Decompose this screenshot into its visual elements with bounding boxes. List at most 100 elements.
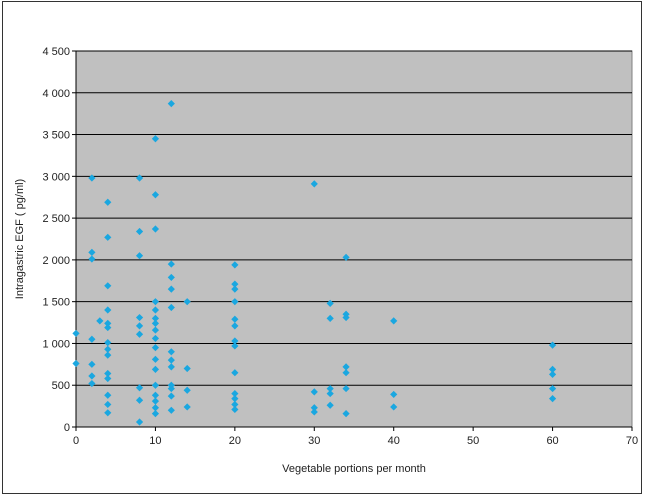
data-point xyxy=(326,314,334,322)
data-point xyxy=(183,403,191,411)
data-point xyxy=(151,135,160,143)
data-point xyxy=(231,369,239,377)
data-point xyxy=(151,397,160,405)
data-point xyxy=(151,381,160,389)
data-point xyxy=(231,298,239,306)
y-tick-label: 500 xyxy=(52,380,70,392)
data-point xyxy=(548,341,557,349)
data-point xyxy=(167,100,175,108)
data-point xyxy=(88,255,96,263)
data-point xyxy=(151,391,160,399)
data-point xyxy=(548,384,557,393)
x-tick-labels: 0 10 20 30 40 50 60 70 xyxy=(73,435,638,447)
y-tick-label: 3 000 xyxy=(42,171,70,183)
y-tick-label: 2 500 xyxy=(42,213,70,225)
data-point xyxy=(231,322,239,330)
data-point xyxy=(151,365,160,373)
data-point xyxy=(167,303,175,312)
x-tick-label: 0 xyxy=(73,435,79,447)
x-tick-label: 50 xyxy=(467,435,479,447)
data-point xyxy=(135,384,144,392)
data-point xyxy=(88,379,96,388)
data-point xyxy=(231,261,239,269)
data-point xyxy=(104,374,112,383)
data-point xyxy=(104,282,112,290)
data-point xyxy=(231,315,239,323)
data-point xyxy=(88,248,96,256)
data-point xyxy=(151,306,160,314)
x-tick-label: 40 xyxy=(388,435,400,447)
data-point xyxy=(390,390,398,399)
y-tick-label: 4 000 xyxy=(42,88,70,100)
data-point xyxy=(88,372,96,380)
data-point xyxy=(151,225,160,233)
data-point xyxy=(310,404,318,412)
data-point xyxy=(231,394,239,403)
y-tick-label: 3 500 xyxy=(42,130,70,142)
data-point xyxy=(231,400,239,409)
x-tick-label: 10 xyxy=(149,435,161,447)
data-point xyxy=(167,392,175,400)
data-point xyxy=(151,319,160,327)
data-point xyxy=(135,418,144,426)
data-point xyxy=(96,317,104,325)
data-point xyxy=(310,408,318,416)
data-point xyxy=(310,180,318,188)
data-point xyxy=(104,319,112,327)
data-point xyxy=(104,391,112,399)
data-point xyxy=(104,400,112,409)
data-point xyxy=(548,365,557,373)
data-point xyxy=(183,364,191,373)
data-point xyxy=(104,233,112,241)
data-point xyxy=(326,389,334,398)
data-point xyxy=(548,370,557,378)
y-tick-label: 1 000 xyxy=(42,338,70,350)
data-point xyxy=(167,406,175,414)
data-point xyxy=(104,409,112,417)
data-point xyxy=(167,348,175,356)
y-tick-label: 1 500 xyxy=(42,297,70,309)
y-axis-label: Intragastric EGF ( pg/ml) xyxy=(14,179,26,299)
data-point xyxy=(88,335,96,343)
plot-area xyxy=(75,50,633,428)
data-point xyxy=(326,401,334,409)
data-point xyxy=(231,405,239,414)
data-point xyxy=(72,359,80,368)
data-point xyxy=(342,313,350,322)
data-point xyxy=(135,313,144,322)
data-point xyxy=(167,285,175,293)
data-point xyxy=(151,334,160,343)
data-point xyxy=(88,174,96,182)
data-point xyxy=(104,306,112,314)
data-point xyxy=(135,227,144,236)
data-point xyxy=(135,322,144,330)
data-point xyxy=(104,369,112,378)
data-point xyxy=(231,389,239,398)
data-point xyxy=(167,356,175,364)
data-point xyxy=(167,363,175,371)
data-point xyxy=(167,273,175,282)
x-tick-label: 30 xyxy=(308,435,320,447)
data-point xyxy=(310,388,318,396)
data-point xyxy=(548,394,557,403)
data-point xyxy=(151,410,160,418)
data-point xyxy=(135,252,144,260)
data-point xyxy=(72,329,80,338)
data-point xyxy=(104,345,112,353)
data-points xyxy=(72,100,557,426)
data-point xyxy=(135,330,144,338)
data-point xyxy=(135,174,144,182)
data-point xyxy=(104,198,112,206)
data-point xyxy=(231,337,239,345)
data-point xyxy=(88,360,96,368)
data-point xyxy=(326,299,334,307)
data-point xyxy=(342,384,350,393)
data-point xyxy=(104,339,112,347)
y-tick-label: 0 xyxy=(64,422,70,434)
data-point xyxy=(151,298,160,306)
data-point xyxy=(183,298,191,306)
data-point xyxy=(342,363,350,371)
data-point xyxy=(231,285,239,293)
data-point xyxy=(151,344,160,352)
